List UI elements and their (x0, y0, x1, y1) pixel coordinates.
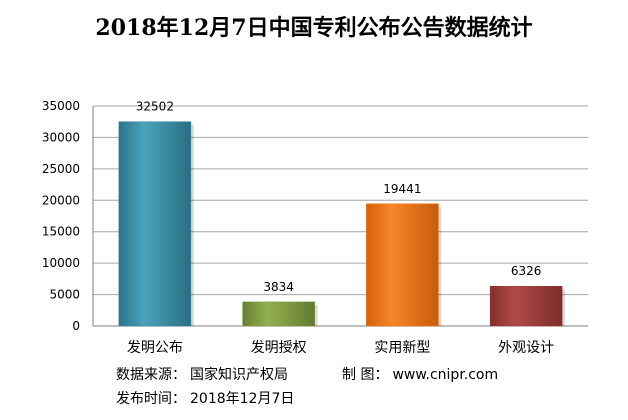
x-category-label: 外观设计 (498, 340, 554, 356)
chart-maker-line: 制 图：www.cnipr.com (342, 364, 502, 384)
y-tick-label: 10000 (42, 256, 80, 270)
x-category-label: 实用新型 (374, 340, 430, 356)
bar-value-label: 3834 (263, 280, 294, 294)
chart-maker-value: www.cnipr.com (392, 367, 498, 383)
bar-2 (243, 302, 315, 326)
y-tick-label: 20000 (42, 193, 80, 207)
y-tick-label: 30000 (42, 130, 80, 144)
x-category-label: 发明授权 (251, 340, 307, 356)
bar-value-label: 32502 (136, 100, 174, 114)
x-category-label: 发明公布 (127, 340, 183, 356)
y-tick-label: 25000 (42, 162, 80, 176)
data-source-value: 国家知识产权局 (190, 367, 288, 383)
y-tick-label: 5000 (49, 288, 80, 302)
publish-date-value: 2018年12月7日 (190, 391, 294, 407)
chart-maker-label: 制 图： (342, 367, 388, 383)
data-source-line: 数据来源：国家知识产权局 (116, 364, 292, 384)
bar-value-label: 19441 (383, 182, 421, 196)
y-tick-label: 15000 (42, 225, 80, 239)
bar-3 (366, 204, 438, 326)
bar-1 (119, 122, 191, 326)
y-tick-label: 35000 (42, 99, 80, 113)
chart-title: 2018年12月7日中国专利公布公告数据统计 (0, 10, 628, 42)
data-source-label: 数据来源： (116, 367, 186, 383)
y-tick-label: 0 (72, 319, 80, 333)
bar-value-label: 6326 (511, 264, 542, 278)
publish-date-label: 发布时间： (116, 391, 186, 407)
publish-date-line: 发布时间：2018年12月7日 (116, 388, 298, 408)
bar-4 (490, 286, 562, 326)
